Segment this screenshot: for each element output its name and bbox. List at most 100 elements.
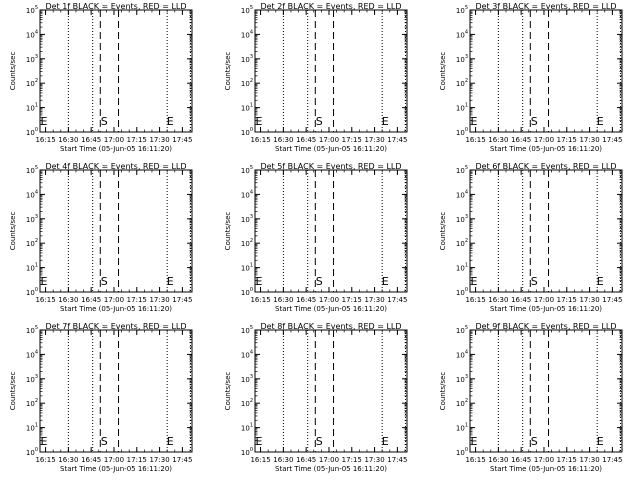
y-axis-label: Counts/sec	[224, 212, 232, 251]
panel-title: Det 4f BLACK = Events, RED = LLD	[45, 162, 186, 171]
y-tick-label: 100	[456, 287, 468, 297]
detector-panel-4: Det 4f BLACK = Events, RED = LLD 100 101 10…	[9, 162, 193, 313]
x-tick-label: 17:45	[602, 136, 622, 144]
end-marker: E	[597, 435, 604, 448]
y-tick-label: 100	[456, 127, 468, 137]
x-tick-label: 17:30	[364, 456, 384, 464]
y-axis-label: Counts/sec	[224, 372, 232, 411]
y-tick-label: 100	[241, 127, 253, 137]
x-tick-label: 17:45	[172, 296, 192, 304]
y-axis-label: Counts/sec	[9, 212, 17, 251]
x-tick-label: 17:15	[342, 136, 362, 144]
start-marker: S	[101, 115, 108, 128]
x-tick-label: 16:30	[488, 456, 508, 464]
y-axis-label: Counts/sec	[9, 52, 17, 91]
y-tick-label: 102	[26, 78, 38, 88]
end-marker: E	[167, 435, 174, 448]
x-tick-label: 16:30	[273, 456, 293, 464]
end-marker-left: E	[41, 275, 48, 288]
y-tick-label: 103	[26, 374, 38, 384]
panel-title: Det 8f BLACK = Events, RED = LLD	[260, 322, 401, 331]
y-tick-label: 104	[26, 189, 38, 199]
start-marker: S	[316, 435, 323, 448]
plot-frame	[469, 169, 623, 293]
y-tick-label: 102	[26, 398, 38, 408]
start-marker: S	[101, 435, 108, 448]
y-tick-label: 101	[26, 103, 38, 113]
panel-title: Det 5f BLACK = Events, RED = LLD	[260, 162, 401, 171]
y-tick-label: 103	[26, 54, 38, 64]
y-tick-label: 104	[26, 349, 38, 359]
end-marker-left: E	[256, 115, 263, 128]
y-tick-label: 100	[456, 447, 468, 457]
x-tick-label: 17:45	[602, 456, 622, 464]
x-tick-label: 16:30	[58, 296, 78, 304]
y-axis-label: Counts/sec	[439, 52, 447, 91]
y-axis-label: Counts/sec	[439, 372, 447, 411]
y-axis-label: Counts/sec	[439, 212, 447, 251]
x-axis-label: Start Time (05-Jun-05 16:11:20)	[275, 145, 387, 153]
panel-title: Det 3f BLACK = Events, RED = LLD	[475, 2, 616, 11]
y-tick-label: 101	[241, 263, 253, 273]
y-tick-label: 102	[241, 78, 253, 88]
x-tick-label: 17:30	[364, 136, 384, 144]
x-tick-label: 16:15	[250, 456, 270, 464]
plot-frame	[39, 9, 193, 133]
y-tick-label: 100	[26, 287, 38, 297]
x-tick-label: 17:00	[534, 136, 554, 144]
x-axis-label: Start Time (05-Jun-05 16:11:20)	[490, 465, 602, 473]
y-tick-label: 100	[26, 127, 38, 137]
end-marker-left: E	[256, 275, 263, 288]
x-tick-label: 16:30	[488, 296, 508, 304]
end-marker-left: E	[41, 115, 48, 128]
x-tick-label: 16:15	[465, 136, 485, 144]
x-axis-label: Start Time (05-Jun-05 16:11:20)	[60, 305, 172, 313]
x-tick-label: 16:45	[511, 456, 531, 464]
y-tick-label: 100	[26, 447, 38, 457]
x-tick-label: 17:45	[387, 136, 407, 144]
x-tick-label: 17:00	[319, 456, 339, 464]
y-axis-label: Counts/sec	[9, 372, 17, 411]
x-tick-label: 17:00	[104, 136, 124, 144]
y-tick-label: 103	[241, 214, 253, 224]
y-tick-label: 103	[26, 214, 38, 224]
y-tick-label: 105	[456, 165, 468, 175]
x-tick-label: 17:45	[172, 456, 192, 464]
x-axis-label: Start Time (05-Jun-05 16:11:20)	[60, 145, 172, 153]
x-tick-label: 17:00	[319, 136, 339, 144]
y-tick-label: 102	[241, 238, 253, 248]
panel-title: Det 6f BLACK = Events, RED = LLD	[475, 162, 616, 171]
x-tick-label: 17:15	[557, 456, 577, 464]
x-tick-label: 17:15	[342, 296, 362, 304]
detector-panel-3: Det 3f BLACK = Events, RED = LLD 100 101 10…	[439, 2, 623, 153]
y-tick-label: 103	[241, 54, 253, 64]
x-tick-label: 17:30	[149, 296, 169, 304]
x-tick-label: 16:30	[58, 136, 78, 144]
end-marker-left: E	[41, 435, 48, 448]
x-tick-label: 16:15	[35, 456, 55, 464]
y-tick-label: 103	[241, 374, 253, 384]
x-tick-label: 16:30	[273, 296, 293, 304]
y-tick-label: 105	[26, 165, 38, 175]
y-tick-label: 102	[26, 238, 38, 248]
x-tick-label: 17:30	[579, 296, 599, 304]
plot-frame	[254, 329, 408, 453]
y-tick-label: 105	[26, 5, 38, 15]
end-marker: E	[167, 275, 174, 288]
x-tick-label: 17:30	[579, 456, 599, 464]
plot-frame	[254, 9, 408, 133]
x-tick-label: 16:15	[465, 296, 485, 304]
x-tick-label: 16:30	[273, 136, 293, 144]
x-tick-label: 16:15	[35, 296, 55, 304]
detector-panel-7: Det 7f BLACK = Events, RED = LLD 100 101 10…	[9, 322, 193, 473]
y-tick-label: 104	[456, 349, 468, 359]
panel-title: Det 1f BLACK = Events, RED = LLD	[45, 2, 186, 11]
y-tick-label: 102	[241, 398, 253, 408]
x-tick-label: 16:45	[511, 136, 531, 144]
y-tick-label: 105	[456, 325, 468, 335]
plot-frame	[469, 329, 623, 453]
y-tick-label: 102	[456, 398, 468, 408]
x-tick-label: 17:30	[149, 456, 169, 464]
x-tick-label: 17:00	[319, 296, 339, 304]
x-tick-label: 16:45	[296, 136, 316, 144]
